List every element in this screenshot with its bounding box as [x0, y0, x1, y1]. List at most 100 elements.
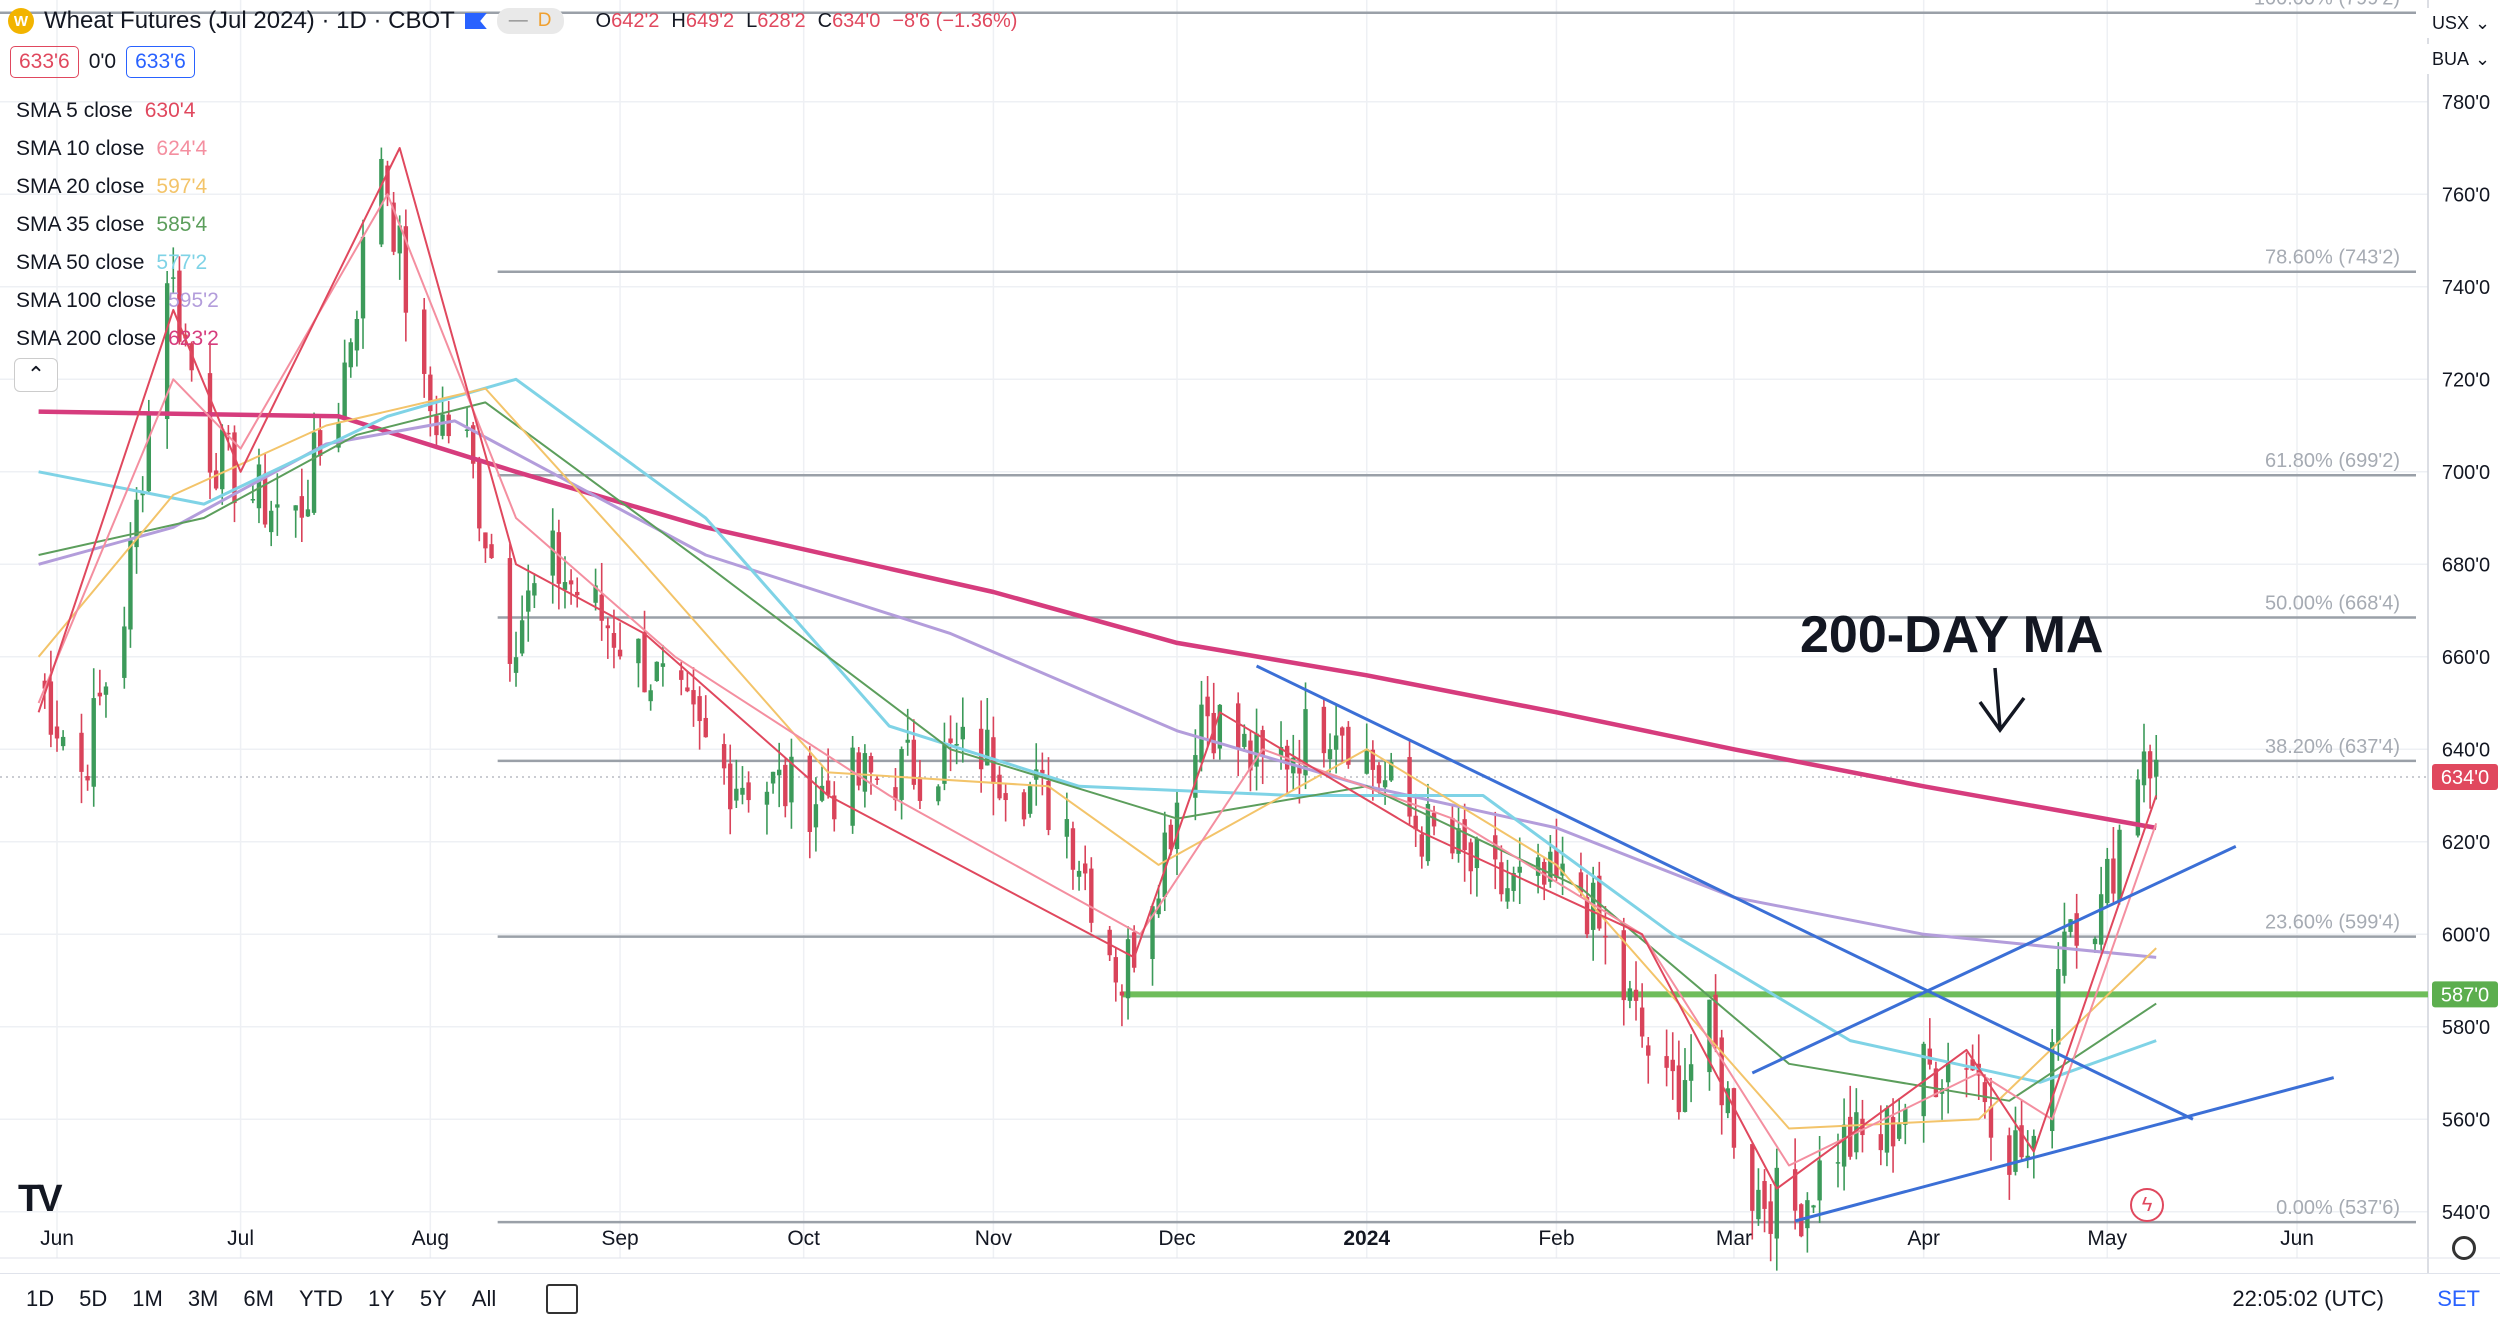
- candle-body: [1260, 730, 1265, 757]
- chevron-down-icon: ⌄: [2474, 12, 2491, 33]
- candle-body: [1462, 819, 1467, 851]
- indicator-value: 624'4: [156, 137, 208, 160]
- candle-body: [1639, 1007, 1645, 1037]
- currency-selector[interactable]: USX ⌄: [2422, 8, 2500, 38]
- candle-body: [1131, 932, 1137, 968]
- price-tick-label: 680'0: [2442, 554, 2490, 576]
- range-button[interactable]: YTD: [298, 1286, 343, 1311]
- range-button[interactable]: 6M: [243, 1286, 274, 1311]
- indicator-row[interactable]: SMA 35 close 585'4: [16, 206, 219, 244]
- buy-price-button[interactable]: 633'6: [126, 46, 195, 78]
- candle-body: [1811, 1205, 1816, 1208]
- candle-body: [1425, 803, 1431, 862]
- candle-body: [850, 747, 855, 826]
- indicator-name: SMA 100 close: [16, 289, 157, 312]
- candle-body: [1205, 696, 1210, 717]
- candle-body: [1878, 1134, 1884, 1151]
- candle-body: [1456, 828, 1461, 854]
- indicator-row[interactable]: SMA 20 close 597'4: [16, 168, 219, 206]
- indicator-value: 585'4: [156, 213, 208, 236]
- candle-body: [1027, 786, 1033, 814]
- candle-body: [1762, 1181, 1767, 1209]
- currency-label: USX: [2431, 12, 2469, 33]
- candle-body: [262, 473, 268, 525]
- session-button[interactable]: SET: [2437, 1286, 2480, 1311]
- time-tick-label: Feb: [1538, 1227, 1574, 1250]
- range-button[interactable]: All: [471, 1286, 497, 1311]
- candle-body: [1174, 802, 1180, 850]
- trade-prices: 633'6 0'0 633'6: [10, 46, 195, 78]
- range-button[interactable]: 5D: [79, 1286, 108, 1311]
- candle-body: [1805, 1200, 1810, 1229]
- last-price-badge-bg: [2432, 764, 2498, 790]
- candle-body: [617, 649, 623, 657]
- candle-body: [1119, 991, 1125, 996]
- range-button[interactable]: 1D: [26, 1286, 55, 1311]
- candle-body: [446, 414, 451, 437]
- candle-body: [1578, 872, 1584, 893]
- collapse-legend-button[interactable]: ⌃: [14, 358, 58, 392]
- candle-body: [164, 283, 170, 420]
- indicator-row[interactable]: SMA 200 close 623'2: [16, 320, 219, 358]
- candle-body: [269, 510, 274, 533]
- symbol-title[interactable]: Wheat Futures (Jul 2024) · 1D · CBOT: [44, 7, 455, 34]
- indicator-name: SMA 20 close: [16, 175, 145, 198]
- candle-body: [311, 432, 317, 513]
- candle-body: [1646, 1045, 1651, 1056]
- candle-body: [1664, 1056, 1669, 1068]
- candle-body: [1003, 793, 1008, 801]
- range-button[interactable]: 3M: [187, 1286, 219, 1311]
- trendline: [1794, 1076, 2335, 1223]
- tradingview-logo[interactable]: TV: [18, 1178, 63, 1220]
- settings-gear-icon[interactable]: [2452, 1236, 2476, 1260]
- candle-body: [317, 430, 323, 456]
- candle-body: [1125, 939, 1131, 999]
- candle-body: [1945, 1060, 1951, 1083]
- price-tick-label: 580'0: [2442, 1017, 2490, 1039]
- range-button[interactable]: 1M: [132, 1286, 163, 1311]
- unit-selector[interactable]: BUA ⌄: [2422, 44, 2500, 74]
- candle-body: [1982, 1082, 1988, 1103]
- indicator-row[interactable]: SMA 5 close 630'4: [16, 92, 219, 130]
- fib-level-label: 100.00% (799'2): [2254, 0, 2400, 10]
- candle-body: [1162, 832, 1167, 898]
- candle-body: [489, 544, 494, 559]
- candle-body: [1370, 749, 1376, 770]
- candle-body: [60, 736, 66, 747]
- candle-body: [1236, 703, 1241, 749]
- range-button[interactable]: 1Y: [367, 1286, 395, 1311]
- indicator-row[interactable]: SMA 50 close 577'2: [16, 244, 219, 282]
- candle-body: [360, 236, 366, 319]
- candle-body: [1021, 792, 1027, 820]
- candle-body: [1731, 1088, 1737, 1148]
- flag-icon[interactable]: [464, 13, 487, 29]
- candle-body: [1242, 733, 1247, 747]
- indicator-row[interactable]: SMA 100 close 595'2: [16, 282, 219, 320]
- candle-body: [832, 795, 837, 820]
- candle-body: [1627, 988, 1633, 1001]
- price-tick-label: 600'0: [2442, 924, 2490, 946]
- candle-body: [1413, 815, 1418, 830]
- candle-body: [813, 804, 819, 828]
- candle-body: [1193, 755, 1198, 798]
- candle-body: [189, 343, 194, 371]
- lightning-icon[interactable]: ϟ: [2130, 1188, 2164, 1222]
- fib-level-label: 50.00% (668'4): [2265, 592, 2400, 614]
- candle-body: [54, 726, 60, 739]
- price-tick-label: 760'0: [2442, 184, 2490, 206]
- candle-body: [1725, 1088, 1731, 1114]
- candle-body: [942, 743, 947, 784]
- range-button[interactable]: 5Y: [419, 1286, 447, 1311]
- calendar-icon[interactable]: [546, 1284, 579, 1314]
- sell-price-button[interactable]: 633'6: [10, 46, 79, 78]
- candle-body: [1792, 1169, 1798, 1211]
- low-label: L: [746, 9, 758, 32]
- utc-clock[interactable]: 22:05:02 (UTC): [2232, 1286, 2384, 1311]
- candle-body: [2013, 1130, 2018, 1172]
- candle-body: [91, 698, 96, 787]
- candle-body: [728, 763, 733, 810]
- delay-chip[interactable]: — D: [496, 8, 564, 34]
- indicator-row[interactable]: SMA 10 close 624'4: [16, 130, 219, 168]
- price-tick-label: 560'0: [2442, 1109, 2490, 1131]
